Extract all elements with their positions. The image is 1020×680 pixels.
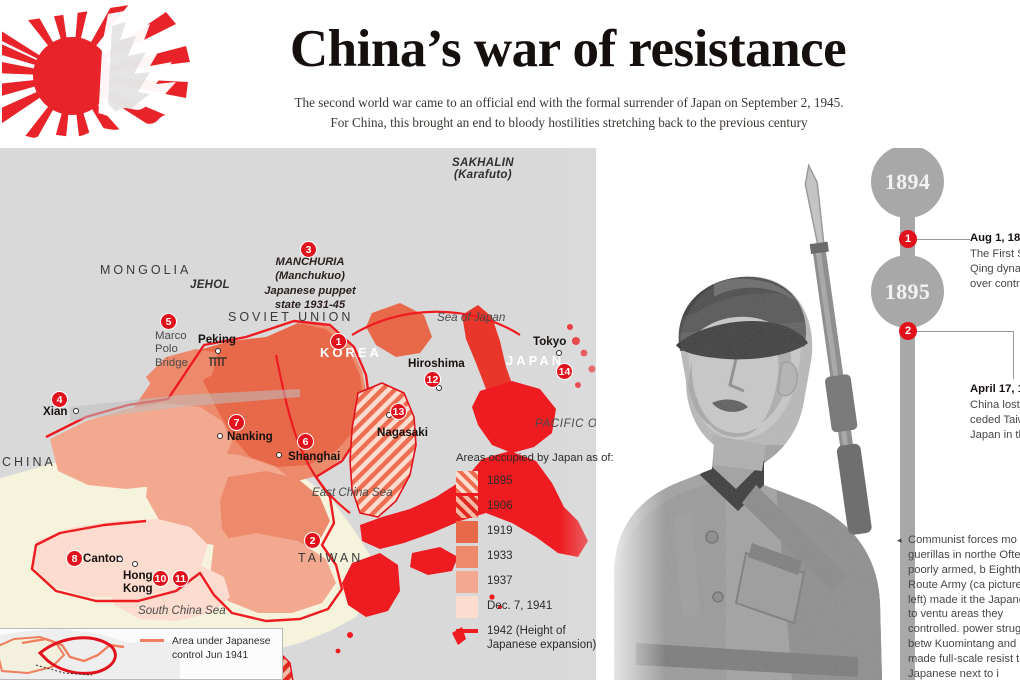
legend-title: Areas occupied by Japan as of: [456,452,614,464]
map-marker-3[interactable]: 3 [300,241,317,258]
city-dot-xian [73,408,79,414]
map-marker-11[interactable]: 11 [172,570,189,587]
legend-item-1941: Dec. 7, 1941 [456,596,626,618]
city-dot-tokyo [556,350,562,356]
legend-label-1942: 1942 (Height of Japanese expansion) [487,625,597,652]
timeline-year-1894: 1894 [871,145,944,218]
map-marker-7[interactable]: 7 [228,414,245,431]
timeline-marker-1[interactable]: 1 [899,230,917,248]
map-marker-12[interactable]: 12 [424,371,441,388]
map-marker-2[interactable]: 2 [304,532,321,549]
legend-swatch-1933 [456,546,478,568]
legend-item-1942: 1942 (Height of Japanese expansion) [456,621,626,652]
legend-swatch-1942-line [456,621,478,643]
inset-legend-label: Area under Japanese control Jun 1941 [172,636,271,661]
timeline-year-1895: 1895 [871,255,944,328]
map-marker-1[interactable]: 1 [330,333,347,350]
inset-legend: Area under Japanese control Jun 1941 [140,635,280,663]
legend-swatch-1919 [456,521,478,543]
legend-label-1906: 1906 [487,500,513,512]
city-dot-hong-kong [132,561,138,567]
city-dot-canton [117,556,123,562]
legend-swatch-1895 [456,471,478,493]
inset-map-graphic [0,629,180,679]
timeline-leader-1 [917,239,970,240]
inset-legend-line-icon [140,639,164,642]
timeline-event-2-date: April 17, 189 [970,383,1020,395]
torn-rising-sun-flag-icon [2,2,202,138]
timeline-event-1-date: Aug 1, 1894 [970,232,1020,244]
timeline-marker-2[interactable]: 2 [899,322,917,340]
timeline-leader-2-drop [1013,331,1014,379]
city-dot-nanking [217,433,223,439]
map-marker-6[interactable]: 6 [297,433,314,450]
city-dot-hiroshima [436,385,442,391]
legend-item-1937: 1937 [456,571,626,593]
legend-item-1919: 1919 [456,521,626,543]
legend-swatch-1906 [456,496,478,518]
page-title: China’s war of resistance [289,20,847,78]
timeline-leader-2 [917,331,1014,332]
map-marker-4[interactable]: 4 [51,391,68,408]
timeline-event-1-body: The First Sin War was fou Qing dynasty M… [970,248,1020,290]
map-marker-14[interactable]: 14 [556,363,573,380]
map-marker-13[interactable]: 13 [390,403,407,420]
legend-item-1906: 1906 [456,496,626,518]
map-marker-5[interactable]: 5 [160,313,177,330]
soldier-photograph [596,145,896,680]
map-marker-8[interactable]: 8 [66,550,83,567]
caption-arrow-icon: ◂ [897,535,902,545]
timeline-event-2-body: China lost th Sino-Japanes ceded Taiwa k… [970,399,1020,441]
legend-swatch-1941 [456,596,478,618]
photo-caption-text: Communist forces mo as guerillas in nort… [908,534,1020,680]
city-dot-peking [215,348,221,354]
legend-label-1941: Dec. 7, 1941 [487,600,553,612]
bridge-icon [209,357,227,366]
map-marker-10[interactable]: 10 [152,570,169,587]
legend-item-1933: 1933 [456,546,626,568]
legend-label-1933: 1933 [487,550,513,562]
photo-caption: ◂ Communist forces mo as guerillas in no… [897,533,1020,680]
timeline-event-2: April 17, 189 China lost th Sino-Japanes… [970,383,1020,443]
timeline-event-1: Aug 1, 1894 The First Sin War was fou Qi… [970,232,1020,292]
legend-label-1919: 1919 [487,525,513,537]
inset-map[interactable]: Area under Japanese control Jun 1941 [0,628,283,680]
legend-item-1895: 1895 [456,471,626,493]
timeline: 1894 1895 1 2 Aug 1, 1894 The First Sin … [860,145,1020,680]
page-subtitle: The second world war came to an official… [294,95,844,131]
legend-label-1937: 1937 [487,575,513,587]
map-legend: Areas occupied by Japan as of: 1895 1906… [456,452,626,655]
legend-label-1895: 1895 [487,475,513,487]
legend-swatch-1937 [456,571,478,593]
city-dot-shanghai [276,452,282,458]
